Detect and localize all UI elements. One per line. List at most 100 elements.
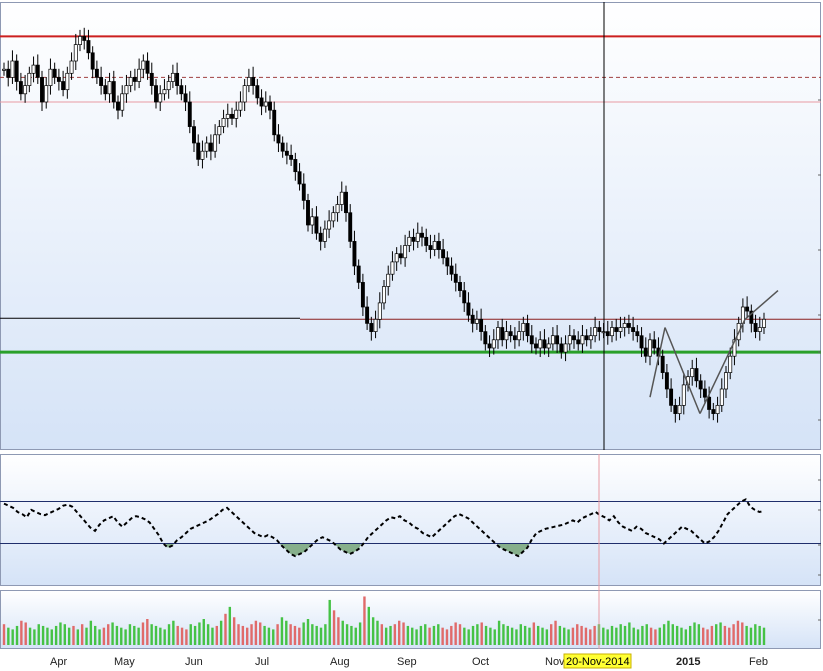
candle-body — [673, 405, 678, 414]
candle-body — [466, 302, 471, 316]
volume-bar — [523, 625, 527, 645]
volume-bar — [589, 629, 592, 645]
volume-bar — [137, 627, 140, 645]
candle-body — [280, 142, 285, 152]
volume-bar — [315, 625, 318, 645]
candle-body — [204, 142, 209, 152]
volume-panel — [0, 590, 821, 649]
candle-body — [170, 72, 175, 82]
candle-body — [213, 134, 218, 152]
candle-body — [31, 64, 36, 74]
volume-bar — [489, 627, 492, 645]
volume-bar — [41, 625, 45, 645]
candle-body — [234, 109, 239, 119]
candle-body — [137, 68, 142, 82]
oscillator-series — [0, 498, 821, 558]
candle-body — [652, 339, 657, 349]
candle-body — [272, 109, 277, 136]
candle-body — [626, 323, 631, 328]
candle-body — [631, 327, 636, 332]
candle-body — [141, 60, 146, 70]
candle-body — [40, 77, 44, 103]
candle-body — [470, 314, 475, 324]
candle-body — [398, 253, 403, 259]
volume-bar — [432, 625, 436, 645]
candle-body — [567, 335, 572, 345]
candle-body — [420, 232, 424, 238]
volume-bar — [215, 625, 218, 645]
candle-body — [458, 282, 462, 291]
volume-bar — [463, 627, 466, 645]
volume-bar — [59, 622, 62, 645]
volume-bar — [736, 620, 740, 645]
candle-body — [614, 327, 619, 332]
candle-body — [660, 355, 665, 373]
volume-bar — [237, 624, 240, 645]
candle-body — [179, 85, 184, 95]
volume-bar — [163, 629, 166, 645]
volume-bar — [563, 627, 566, 645]
volume-bar — [293, 625, 297, 645]
volume-bar — [606, 629, 609, 645]
candle-body — [403, 245, 408, 259]
volume-bar — [554, 620, 557, 645]
candle-body — [462, 290, 467, 304]
candle-body — [217, 126, 222, 136]
volume-bar — [24, 622, 27, 645]
volume-bar — [202, 619, 205, 645]
volume-bar — [628, 622, 631, 645]
volume-bar — [37, 624, 40, 645]
pattern-line — [649, 327, 666, 398]
candle-body — [69, 60, 74, 74]
candle-body — [491, 339, 496, 349]
volume-bar — [602, 627, 605, 645]
volume-bar — [632, 627, 635, 645]
volume-bar — [289, 624, 292, 645]
candle-body — [390, 261, 395, 275]
volume-bar — [497, 620, 501, 645]
volume-bar — [198, 622, 201, 645]
candle-body — [44, 85, 49, 103]
candle-body — [525, 323, 530, 337]
candle-body — [508, 331, 513, 337]
candle-body — [555, 335, 560, 345]
candle-body — [310, 216, 315, 226]
candle-body — [424, 236, 429, 246]
candle-body — [369, 323, 374, 332]
volume-bar — [649, 627, 653, 645]
candle-body — [344, 191, 348, 214]
candle-body — [18, 81, 23, 95]
price-panel — [0, 2, 821, 450]
candle-body — [327, 220, 332, 230]
volume-bar — [749, 627, 753, 645]
candle-body — [238, 101, 243, 111]
candle-body — [183, 93, 188, 103]
volume-bar — [728, 627, 731, 645]
candle-body — [14, 60, 19, 82]
volume-bar — [762, 627, 766, 645]
volume-bar — [319, 627, 323, 645]
volume-bar — [445, 629, 449, 645]
candle-body — [348, 212, 353, 242]
candle-body — [445, 257, 450, 267]
volume-bar — [193, 625, 197, 645]
volume-bar — [398, 620, 401, 645]
candle-body — [225, 113, 230, 119]
candle-body — [521, 323, 526, 332]
volume-bar — [54, 625, 58, 645]
candle-body — [187, 101, 192, 127]
volume-bar — [159, 627, 162, 645]
volume-bar — [302, 622, 305, 645]
volume-bar — [285, 620, 288, 645]
volume-bar — [354, 627, 357, 645]
candle-body — [411, 236, 416, 242]
candle-body — [124, 85, 129, 95]
volume-bar — [636, 629, 640, 645]
volume-bar — [219, 620, 223, 645]
candle-body — [559, 343, 564, 353]
volume-bar — [94, 625, 97, 645]
candle-body — [449, 265, 454, 275]
volume-bar — [545, 629, 549, 645]
candle-body — [546, 343, 551, 349]
candle-body — [251, 77, 256, 86]
